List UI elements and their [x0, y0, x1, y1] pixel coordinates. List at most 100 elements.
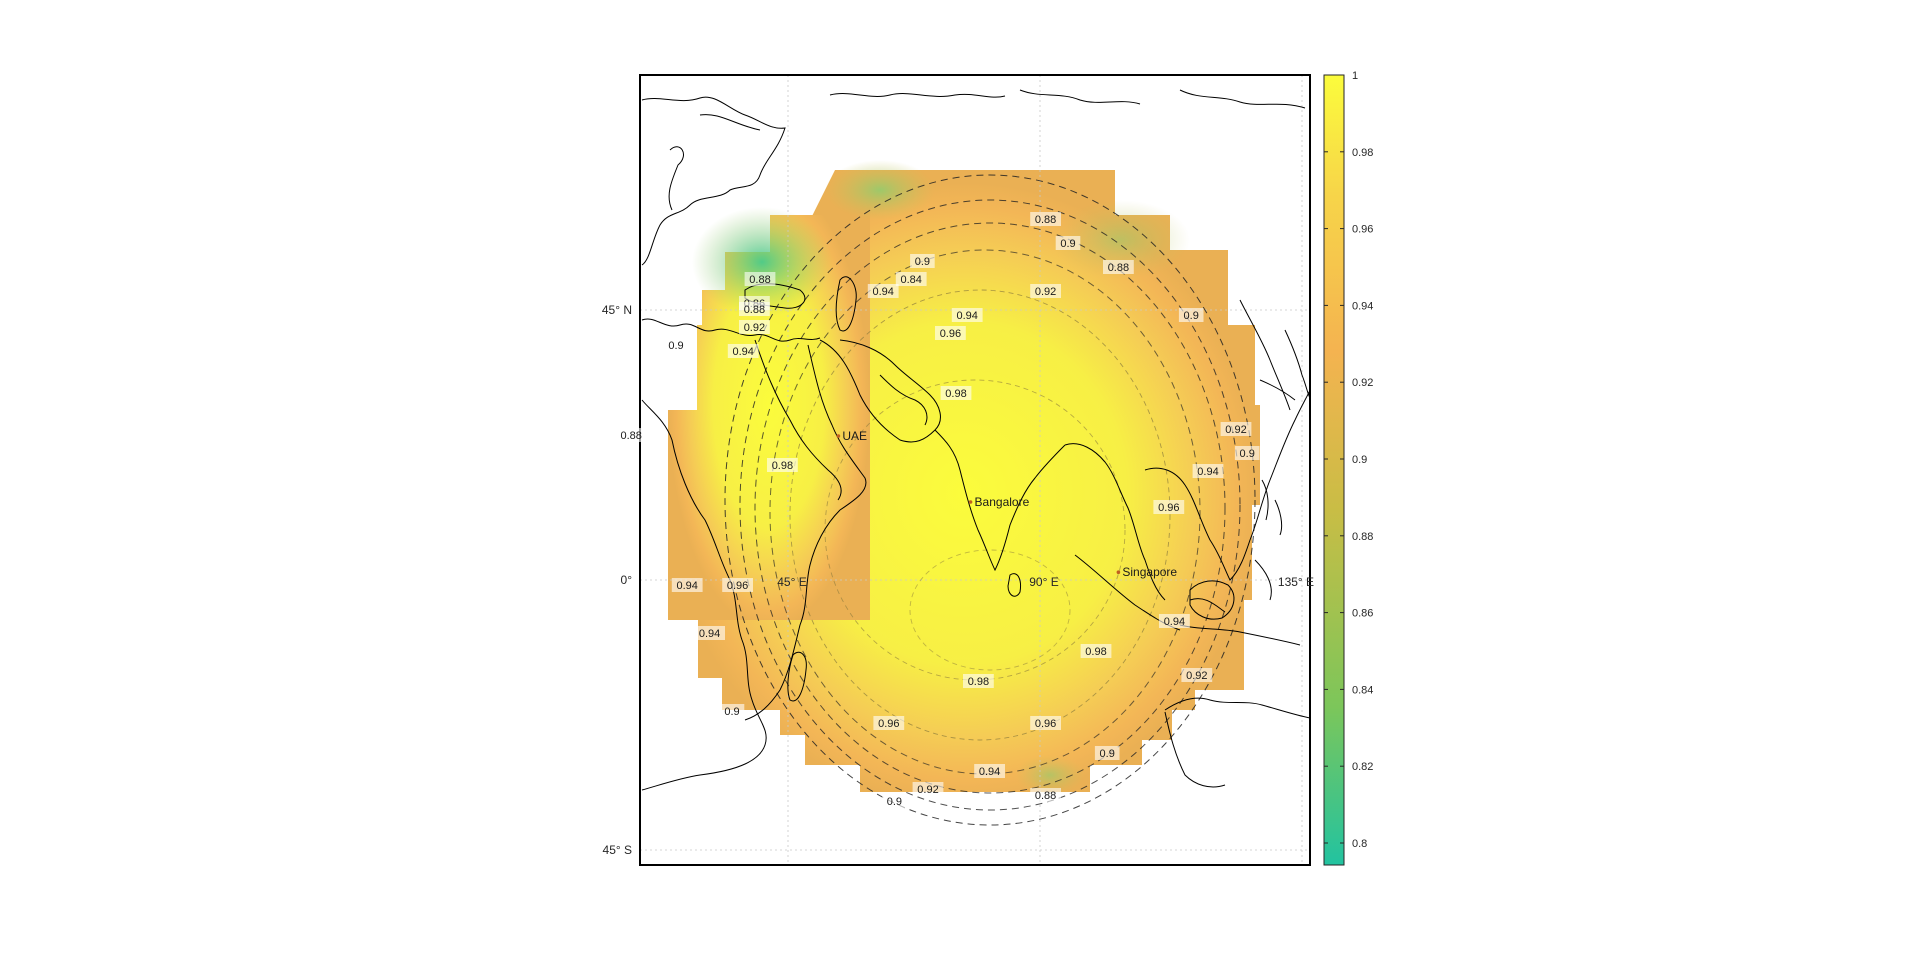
coast-borneo [1189, 580, 1235, 620]
contour-label: 0.9 [910, 254, 935, 268]
city-marker: Bangalore [968, 495, 1030, 509]
contour-labels: 0.840.90.880.90.880.880.940.920.860.880.… [615, 212, 1260, 808]
coverage-surface [668, 160, 1260, 795]
coast-australia [1164, 697, 1310, 788]
contour-label: 0.94 [727, 344, 759, 358]
contour-label-bg [882, 794, 907, 808]
contour-label: 0.92 [912, 782, 944, 796]
coast-africa-east [744, 344, 867, 721]
contour-label-text: 0.98 [772, 460, 793, 472]
contour-label-text: 0.88 [1108, 262, 1129, 274]
contour-label-bg [1080, 644, 1112, 658]
city-label: Singapore [1122, 565, 1177, 579]
contour-label: 0.98 [767, 458, 798, 472]
contour-label-text: 0.92 [1186, 670, 1207, 682]
colorbar-tick-label: 0.94 [1352, 300, 1373, 312]
contour-label-text: 0.9 [1100, 748, 1115, 760]
contour-label-text: 0.9 [887, 796, 902, 808]
contour-label-text: 0.94 [979, 766, 1000, 778]
contour-label-bg [1030, 716, 1061, 730]
contour-label: 0.96 [935, 326, 966, 340]
contour-label: 0.94 [951, 308, 983, 322]
coast-bay-of-bengal [1064, 443, 1166, 601]
coast-china [1239, 299, 1296, 411]
contour-label-text: 0.88 [744, 304, 765, 316]
city-dot [836, 434, 841, 438]
coast-madagascar [787, 651, 807, 702]
contour-label-bg [694, 626, 725, 640]
contour-label-bg [1159, 614, 1190, 628]
contour-label-text: 0.9 [724, 706, 739, 718]
contour-label-text: 0.88 [620, 430, 641, 442]
contour-label-bg [744, 272, 776, 286]
city-dot [968, 500, 973, 504]
contour-label-bg [963, 674, 994, 688]
ne-green-patch [1050, 200, 1190, 280]
contour-label-bg [722, 578, 753, 592]
contour-label: 0.9 [1055, 236, 1081, 250]
colorbar-gradient [1323, 74, 1345, 866]
contour-label-text: 0.88 [749, 274, 770, 286]
contour-label-bg [663, 338, 689, 352]
contour-label-bg [1030, 212, 1061, 226]
contour-label-bg [912, 782, 944, 796]
city-marker: Singapore [1116, 565, 1177, 579]
contour-label: 0.9 [1094, 746, 1120, 760]
coast-sri-lanka [1007, 573, 1021, 597]
contour-label-text: 0.88 [1035, 790, 1056, 802]
colorbar-tick-label: 0.84 [1352, 684, 1373, 696]
lat-label: 45° S [603, 843, 632, 857]
contour-label: 0.88 [739, 302, 770, 316]
contour-label-text: 0.96 [878, 718, 899, 730]
contour-label-bg [1181, 668, 1213, 682]
coast-philippines [1261, 479, 1283, 536]
lon-label: 45° E [777, 575, 806, 589]
contour-label-bg [739, 302, 770, 316]
coast-india [934, 429, 1066, 572]
coast-north-asia [829, 89, 1306, 109]
contour-label: 0.94 [694, 626, 725, 640]
contour-label-text: 0.9 [915, 256, 930, 268]
lon-label: 90° E [1029, 575, 1058, 589]
contour-label-bg [1234, 446, 1260, 460]
contour-label-bg [867, 284, 899, 298]
colorbar-tick-label: 0.8 [1352, 838, 1367, 850]
contour-label: 0.92 [1181, 668, 1213, 682]
contour-label-text: 0.96 [940, 328, 961, 340]
colorbar-tick-label: 0.82 [1352, 761, 1373, 773]
contour-label-bg [935, 326, 966, 340]
contour-label-text: 0.9 [1240, 448, 1255, 460]
contour-label-text: 0.92 [1035, 286, 1056, 298]
contour-label: 0.96 [1030, 716, 1061, 730]
city-marker: UAE [836, 429, 867, 443]
contour-label: 0.94 [867, 284, 899, 298]
contour-label-text: 0.84 [900, 274, 921, 286]
contour-label-text: 0.92 [917, 784, 938, 796]
contour-label-bg [739, 320, 770, 334]
city-label: UAE [842, 429, 867, 443]
contour-label-bg [1220, 422, 1252, 436]
contour-label: 0.98 [940, 386, 972, 400]
coast-africa-west [641, 399, 767, 791]
contour-label-text: 0.94 [956, 310, 977, 322]
contour-label-bg [1094, 746, 1120, 760]
contour-label: 0.9 [719, 704, 745, 718]
map-axes: 45° N 0° 45° S 45° E 90° E 135° E 0.84 0.9 0.8… [602, 74, 1314, 866]
contour-label-bg [895, 272, 927, 286]
city-dot [1116, 570, 1121, 574]
contour-label: 0.88 [1030, 212, 1061, 226]
city-markers: UAE Bangalore Singapore [836, 429, 1177, 579]
coast-scandinavia [668, 114, 761, 211]
contour-label-bg [974, 764, 1005, 778]
contour-label-bg [951, 308, 983, 322]
latitude-labels: 45° N 0° 45° S [602, 303, 632, 857]
contour-label: 0.94 [1159, 614, 1190, 628]
contour-label-bg [767, 458, 798, 472]
colorbar-tick-label: 0.96 [1352, 224, 1373, 236]
contour-label: 0.96 [1153, 500, 1185, 514]
contour-label: 0.92 [1030, 284, 1061, 298]
contour-label-bg [727, 344, 759, 358]
contour-label: 0.9 [882, 794, 907, 808]
contour-label-bg [1153, 500, 1185, 514]
